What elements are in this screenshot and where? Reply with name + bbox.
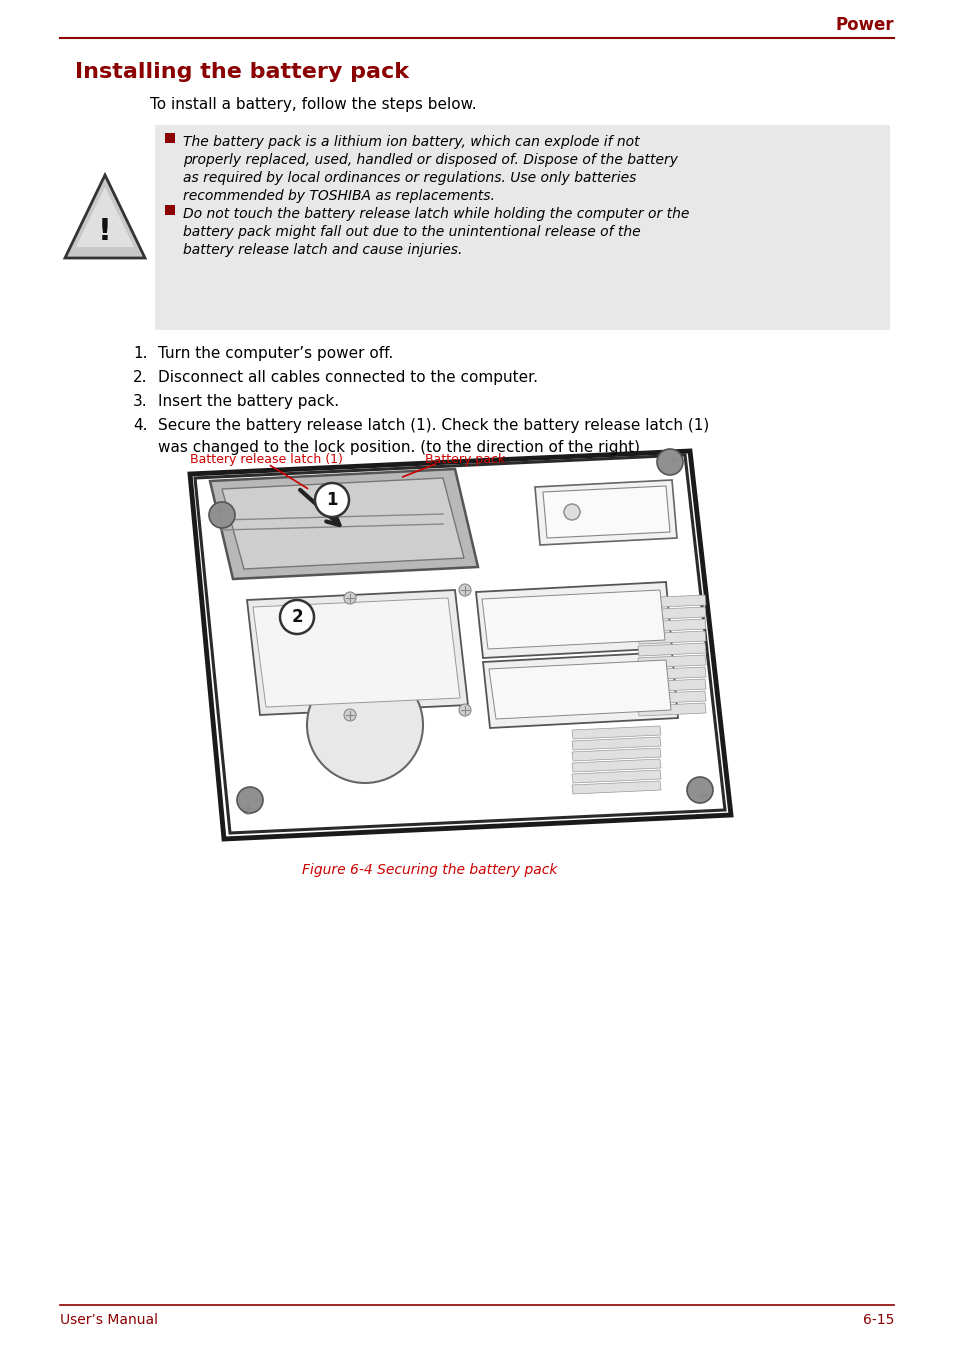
Text: 4.: 4. — [132, 418, 148, 433]
Polygon shape — [535, 480, 677, 545]
Text: Secure the battery release latch (1). Check the battery release latch (1): Secure the battery release latch (1). Ch… — [158, 418, 708, 433]
Circle shape — [563, 505, 579, 519]
Circle shape — [236, 786, 263, 813]
Polygon shape — [638, 643, 705, 656]
Polygon shape — [638, 619, 705, 631]
Polygon shape — [572, 759, 660, 772]
Polygon shape — [222, 478, 463, 569]
Text: Power: Power — [835, 16, 893, 34]
Circle shape — [686, 777, 712, 803]
Text: 3.: 3. — [132, 394, 148, 409]
Circle shape — [666, 455, 679, 465]
Polygon shape — [542, 486, 669, 538]
Polygon shape — [572, 747, 660, 761]
Text: Battery pack: Battery pack — [424, 453, 505, 467]
Text: 1: 1 — [326, 491, 337, 509]
Circle shape — [696, 789, 707, 801]
Text: properly replaced, used, handled or disposed of. Dispose of the battery: properly replaced, used, handled or disp… — [183, 152, 678, 167]
Polygon shape — [481, 590, 664, 649]
Text: The battery pack is a lithium ion battery, which can explode if not: The battery pack is a lithium ion batter… — [183, 135, 639, 148]
Text: User’s Manual: User’s Manual — [60, 1313, 158, 1327]
Polygon shape — [638, 595, 705, 608]
Circle shape — [657, 449, 682, 475]
Polygon shape — [65, 175, 145, 258]
Text: 2: 2 — [291, 608, 302, 626]
FancyBboxPatch shape — [165, 134, 174, 143]
Text: !: ! — [98, 216, 112, 246]
Circle shape — [458, 584, 471, 596]
Text: battery release latch and cause injuries.: battery release latch and cause injuries… — [183, 243, 462, 258]
Polygon shape — [210, 469, 477, 579]
Text: Disconnect all cables connected to the computer.: Disconnect all cables connected to the c… — [158, 370, 537, 384]
Polygon shape — [76, 188, 133, 247]
Text: Figure 6-4 Securing the battery pack: Figure 6-4 Securing the battery pack — [302, 863, 558, 877]
Polygon shape — [476, 581, 671, 658]
Polygon shape — [572, 770, 660, 782]
Text: To install a battery, follow the steps below.: To install a battery, follow the steps b… — [150, 97, 476, 112]
Text: Battery release latch (1): Battery release latch (1) — [190, 453, 342, 467]
Circle shape — [242, 803, 253, 813]
FancyBboxPatch shape — [165, 205, 174, 214]
Polygon shape — [638, 703, 705, 716]
Text: 2.: 2. — [132, 370, 148, 384]
Polygon shape — [253, 598, 459, 707]
Polygon shape — [638, 691, 705, 704]
Polygon shape — [638, 631, 705, 643]
Circle shape — [314, 483, 349, 517]
Polygon shape — [489, 660, 670, 719]
Text: Do not touch the battery release latch while holding the computer or the: Do not touch the battery release latch w… — [183, 206, 689, 221]
Circle shape — [280, 600, 314, 634]
Text: battery pack might fall out due to the unintentional release of the: battery pack might fall out due to the u… — [183, 225, 640, 239]
Polygon shape — [247, 590, 468, 715]
Polygon shape — [482, 652, 678, 728]
Text: Insert the battery pack.: Insert the battery pack. — [158, 394, 338, 409]
Polygon shape — [572, 737, 660, 750]
Polygon shape — [194, 455, 724, 832]
Polygon shape — [638, 656, 705, 668]
Circle shape — [344, 592, 355, 604]
Text: Installing the battery pack: Installing the battery pack — [75, 62, 409, 82]
Text: Turn the computer’s power off.: Turn the computer’s power off. — [158, 345, 393, 362]
Text: 6-15: 6-15 — [862, 1313, 893, 1327]
Circle shape — [307, 666, 422, 782]
Text: 1.: 1. — [132, 345, 148, 362]
Polygon shape — [572, 726, 660, 739]
Circle shape — [209, 502, 234, 527]
Polygon shape — [638, 666, 705, 680]
Text: was changed to the lock position. (to the direction of the right): was changed to the lock position. (to th… — [158, 440, 639, 455]
FancyBboxPatch shape — [154, 125, 889, 331]
Circle shape — [213, 505, 226, 517]
Polygon shape — [638, 607, 705, 621]
Polygon shape — [638, 679, 705, 692]
Circle shape — [458, 704, 471, 716]
Text: recommended by TOSHIBA as replacements.: recommended by TOSHIBA as replacements. — [183, 189, 495, 202]
Circle shape — [344, 710, 355, 720]
Text: as required by local ordinances or regulations. Use only batteries: as required by local ordinances or regul… — [183, 171, 636, 185]
Polygon shape — [572, 781, 660, 795]
